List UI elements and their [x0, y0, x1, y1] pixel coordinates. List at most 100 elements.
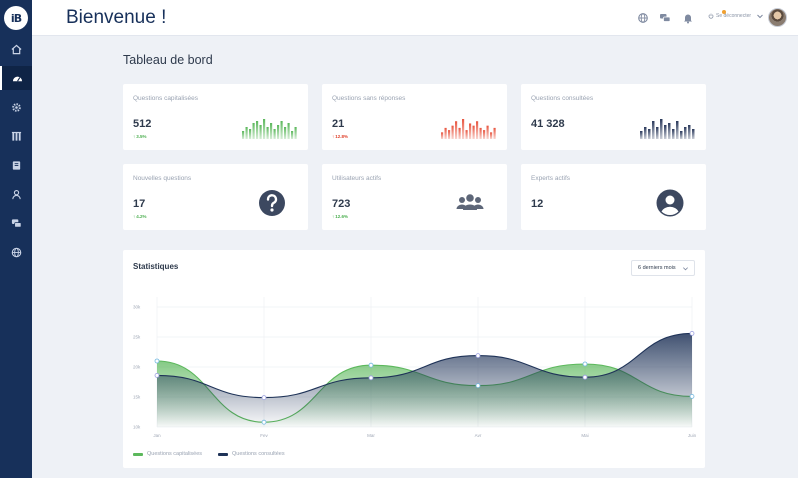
- sparkline-bar: [252, 123, 255, 139]
- arrow-up-icon: ↑: [133, 134, 136, 139]
- sparkline-bar: [476, 121, 479, 139]
- card-value: 17: [133, 198, 146, 210]
- sparkline-bar: [472, 125, 475, 139]
- sparkline-bar: [672, 129, 675, 139]
- sidebar: iB: [0, 0, 32, 478]
- bell-icon: [684, 14, 692, 24]
- sparkline-bar: [652, 121, 655, 139]
- y-tick-label: 20k: [133, 365, 141, 370]
- card-capitalized-questions[interactable]: Questions capitalisées 512 ↑ 3.5%: [123, 84, 308, 150]
- messages-button[interactable]: [659, 11, 671, 23]
- x-tick-label: Fev: [260, 433, 268, 438]
- sparkline-bar: [448, 130, 451, 139]
- card-active-experts[interactable]: Experts actifs 12: [521, 164, 706, 230]
- notifications-button[interactable]: [682, 11, 694, 24]
- card-value: 512: [133, 118, 152, 130]
- data-point[interactable]: [582, 361, 588, 367]
- sparkline-bar: [660, 119, 663, 139]
- data-point[interactable]: [689, 331, 695, 336]
- data-point[interactable]: [475, 353, 481, 358]
- data-point[interactable]: [475, 383, 481, 389]
- card-value: 723: [332, 198, 351, 210]
- chart-legend: Questions capitalisées Questions consult…: [133, 451, 285, 457]
- x-tick-label: Juin: [688, 433, 697, 438]
- data-point[interactable]: [261, 419, 267, 425]
- sparkline-bar: [451, 125, 454, 139]
- delta-value: 4.2%: [136, 214, 147, 219]
- sparkline-green: [242, 119, 297, 139]
- sparkline-bar: [668, 123, 671, 139]
- nav-messages[interactable]: [0, 211, 32, 235]
- card-delta: ↑ 3.5%: [133, 134, 147, 139]
- card-delta: ↑ 4.2%: [133, 214, 147, 219]
- legend-label: Questions capitalisées: [147, 451, 203, 457]
- card-unanswered-questions[interactable]: Questions sans réponses 21 ↑ 12.8%: [322, 84, 507, 150]
- x-tick-label: Jan: [153, 433, 161, 438]
- sparkline-bar: [273, 129, 276, 139]
- card-label: Questions consultées: [531, 95, 594, 102]
- sparkline-bar: [444, 127, 447, 139]
- period-select[interactable]: 6 derniers mois: [631, 260, 695, 276]
- sparkline-bar: [692, 129, 695, 139]
- sparkline-bar: [688, 125, 691, 139]
- legend-item[interactable]: Questions consultées: [218, 451, 285, 457]
- nav-book[interactable]: [0, 153, 32, 177]
- question-icon: [259, 190, 285, 216]
- data-point[interactable]: [368, 375, 374, 381]
- nav-home[interactable]: [0, 37, 32, 61]
- logout-button[interactable]: Se déconnecter: [708, 13, 751, 19]
- data-point[interactable]: [689, 393, 695, 399]
- legend-swatch: [218, 452, 229, 456]
- card-label: Experts actifs: [531, 175, 571, 182]
- sparkline-bar: [656, 127, 659, 139]
- legend-item[interactable]: Questions capitalisées: [133, 451, 202, 457]
- legend-swatch: [133, 452, 143, 456]
- library-icon: [11, 131, 21, 141]
- x-tick-label: Mar: [367, 433, 375, 438]
- expert-avatar-icon: [656, 189, 684, 217]
- data-point[interactable]: [368, 362, 374, 368]
- series-line: [156, 332, 693, 399]
- sparkline-bar: [291, 131, 294, 139]
- avatar[interactable]: [768, 8, 787, 27]
- card-viewed-questions[interactable]: Questions consultées 41 328: [521, 84, 706, 150]
- sparkline-bar: [249, 129, 252, 139]
- nav-settings[interactable]: [0, 95, 32, 119]
- gear-icon: [11, 102, 21, 112]
- app-logo[interactable]: iB: [4, 6, 28, 30]
- sparkline-bar: [284, 127, 287, 139]
- nav-users[interactable]: [0, 182, 32, 206]
- nav-dashboard[interactable]: [0, 66, 32, 90]
- y-tick-label: 25k: [133, 335, 141, 340]
- delta-value: 3.5%: [136, 134, 147, 139]
- card-label: Utilisateurs actifs: [332, 175, 382, 182]
- data-point[interactable]: [154, 358, 160, 364]
- y-tick-label: 10k: [133, 425, 141, 430]
- card-label: Nouvelles questions: [133, 175, 192, 182]
- card-active-users[interactable]: Utilisateurs actifs 723 ↑ 12.6%: [322, 164, 507, 230]
- sparkline-navy: [640, 119, 695, 139]
- globe-icon: [11, 247, 21, 257]
- y-tick-label: 30k: [133, 305, 141, 310]
- chevron-down-icon[interactable]: [756, 12, 764, 20]
- x-tick-label: Mai: [581, 433, 588, 438]
- sparkline-bar: [259, 125, 262, 139]
- card-value: 12: [531, 198, 544, 210]
- sparkline-bar: [483, 130, 486, 139]
- chat-icon: [660, 14, 671, 22]
- sparkline-red: [441, 119, 496, 139]
- language-button[interactable]: [637, 11, 649, 23]
- data-point[interactable]: [261, 395, 267, 401]
- data-point[interactable]: [154, 373, 160, 378]
- statistics-panel: 10k 15k 20k 25k 30k Jan Fev Mar Avr Mai Juin Stati…: [123, 250, 705, 468]
- nav-global[interactable]: [0, 240, 32, 264]
- sparkline-bar: [490, 132, 493, 139]
- card-new-questions[interactable]: Nouvelles questions 17 ↑ 4.2%: [123, 164, 308, 230]
- sparkline-bar: [680, 131, 683, 139]
- data-point[interactable]: [582, 374, 588, 380]
- card-delta: ↑ 12.8%: [332, 134, 348, 139]
- top-bar: Bienvenue ! Se déconnecter: [32, 0, 798, 36]
- nav-library[interactable]: [0, 124, 32, 148]
- sparkline-bar: [256, 121, 259, 139]
- sparkline-bar: [644, 127, 647, 139]
